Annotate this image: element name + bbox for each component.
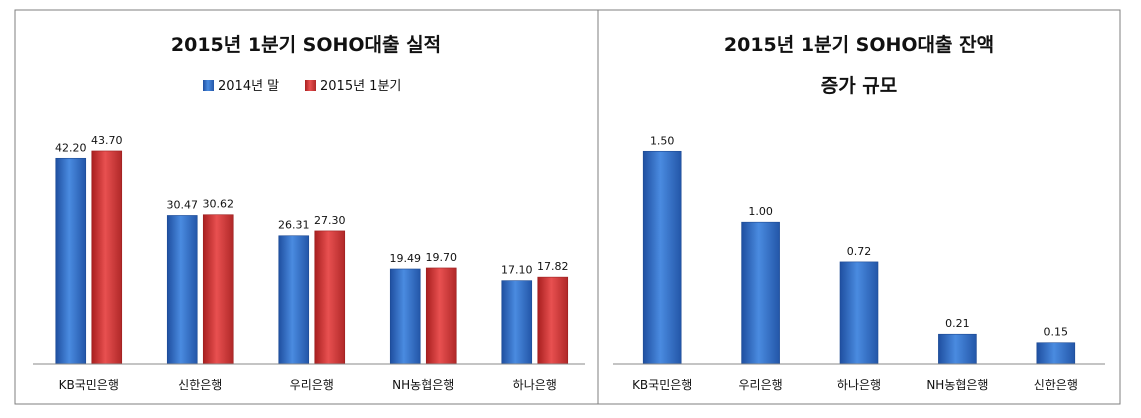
bar-y2015q1-4 xyxy=(537,276,569,365)
legend-label-2014: 2014년 말 xyxy=(218,79,279,94)
bar-y2014-3 xyxy=(389,268,421,365)
right-tick-label-0: KB국민은행 xyxy=(632,377,692,392)
left-tick-label-3: NH농협은행 xyxy=(392,377,454,392)
data-label-y2014-4: 17.10 xyxy=(501,264,533,277)
right-data-label-3: 0.21 xyxy=(945,317,970,330)
left-tick-label-2: 우리은행 xyxy=(290,377,334,392)
right-tick-labels: KB국민은행 우리은행 하나은행 NH농협은행 신한은행 xyxy=(632,377,1078,392)
left-tick-label-0: KB국민은행 xyxy=(59,377,119,392)
data-label-y2015q1-3: 19.70 xyxy=(426,251,458,264)
left-chart-title: 2015년 1분기 SOHO대출 실적 xyxy=(171,34,441,56)
left-tick-label-1: 신한은행 xyxy=(178,377,222,392)
right-data-label-0: 1.50 xyxy=(650,134,675,147)
right-bar-1 xyxy=(741,221,780,365)
bar-y2015q1-0 xyxy=(91,150,123,365)
right-data-label-1: 1.00 xyxy=(748,205,773,218)
right-tick-label-3: NH농협은행 xyxy=(926,377,988,392)
left-tick-label-4: 하나은행 xyxy=(513,377,557,392)
data-label-y2014-2: 26.31 xyxy=(278,219,310,232)
data-label-y2015q1-1: 30.62 xyxy=(203,198,235,211)
legend-swatch-2015 xyxy=(305,80,316,91)
right-data-label-2: 0.72 xyxy=(847,245,872,258)
bar-y2015q1-2 xyxy=(314,230,346,365)
bar-y2015q1-1 xyxy=(202,214,234,365)
left-bars-group: 42.20 43.70 30.47 30.62 26.31 27.30 19.49 19.70… xyxy=(55,134,569,365)
left-tick-labels: KB국민은행 신한은행 우리은행 NH농협은행 하나은행 xyxy=(59,377,557,392)
bar-y2014-0 xyxy=(55,157,87,365)
data-label-y2014-3: 19.49 xyxy=(390,252,422,265)
right-tick-label-2: 하나은행 xyxy=(837,377,881,392)
bar-y2015q1-3 xyxy=(425,267,457,365)
left-legend: 2014년 말 2015년 1분기 xyxy=(203,79,401,94)
data-label-y2014-1: 30.47 xyxy=(167,198,199,211)
data-label-y2015q1-0: 43.70 xyxy=(91,134,123,147)
right-bar-2 xyxy=(839,261,879,365)
legend-swatch-2014 xyxy=(203,80,214,91)
right-tick-label-4: 신한은행 xyxy=(1034,377,1078,392)
right-tick-label-1: 우리은행 xyxy=(739,377,783,392)
right-bar-4 xyxy=(1036,342,1076,365)
right-chart-subtitle: 증가 규모 xyxy=(821,75,898,97)
legend-label-2015q1: 2015년 1분기 xyxy=(320,79,401,94)
bar-y2014-1 xyxy=(166,215,198,365)
right-bar-3 xyxy=(938,333,977,365)
data-label-y2014-0: 42.20 xyxy=(55,141,87,154)
right-bars-group: 1.50 1.00 0.72 0.21 0.15 xyxy=(642,134,1076,365)
right-chart-title: 2015년 1분기 SOHO대출 잔액 xyxy=(724,34,994,56)
data-label-y2015q1-2: 27.30 xyxy=(314,214,346,227)
bar-y2014-2 xyxy=(278,235,310,365)
data-label-y2015q1-4: 17.82 xyxy=(537,260,569,273)
right-data-label-4: 0.15 xyxy=(1044,326,1069,339)
bar-y2014-4 xyxy=(501,280,533,365)
right-bar-0 xyxy=(642,150,682,365)
